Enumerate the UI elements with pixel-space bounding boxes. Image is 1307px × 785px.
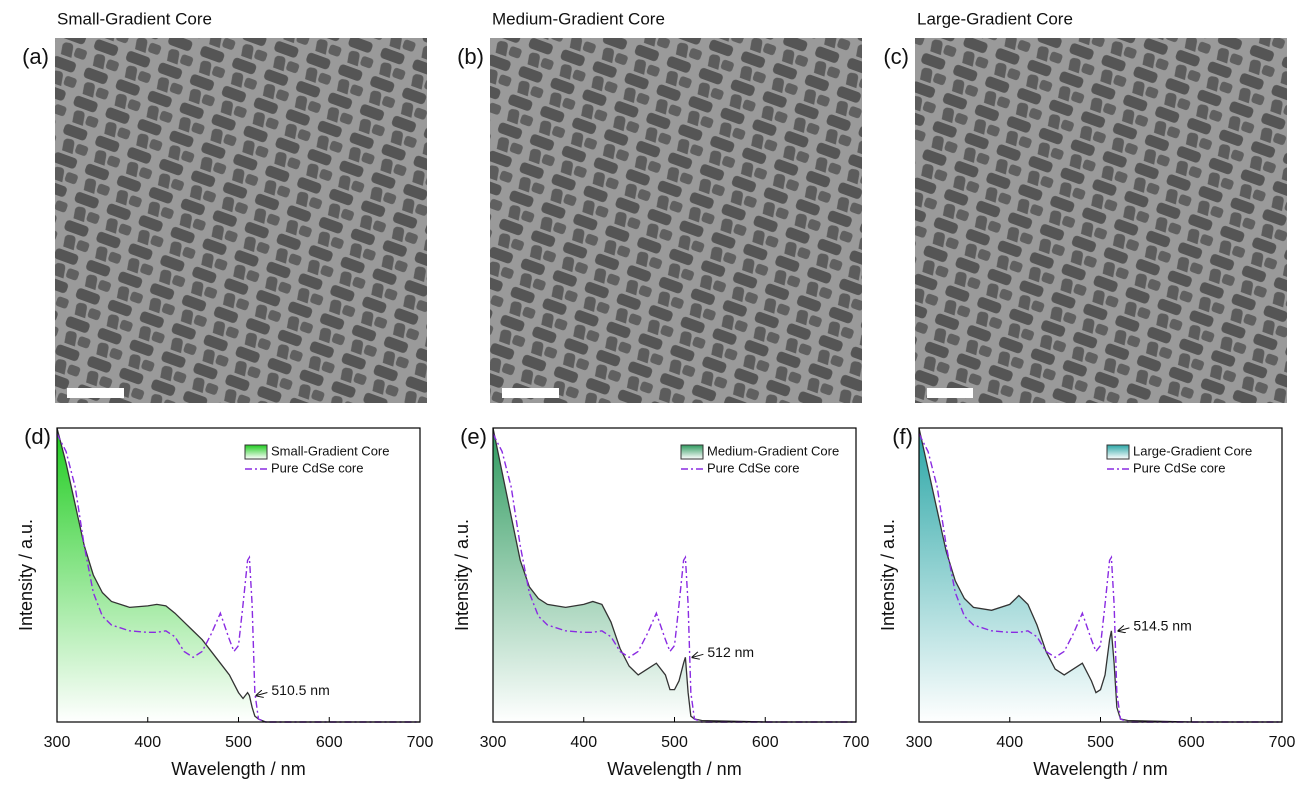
- legend-swatch: [244, 444, 268, 460]
- annotation-arrow: [256, 693, 268, 696]
- x-tick-label: 600: [1178, 734, 1205, 751]
- legend-swatch: [680, 444, 704, 460]
- series-line: [918, 427, 1282, 723]
- panel-label: (b): [457, 44, 484, 69]
- tem-image: [915, 38, 1287, 403]
- tem-image: [55, 38, 427, 403]
- annotation: 512 nm: [707, 644, 754, 660]
- legend-label: Medium-Gradient Core: [707, 443, 839, 458]
- legend-label: Small-Gradient Core: [271, 443, 390, 458]
- legend-label: Large-Gradient Core: [1133, 443, 1252, 458]
- scale-bar: [927, 388, 973, 398]
- area-fill: [57, 428, 420, 722]
- annotation-arrow: [692, 654, 704, 657]
- y-axis-label: Intensity / a.u.: [452, 519, 472, 631]
- x-tick-label: 400: [996, 734, 1023, 751]
- panel-label: (c): [883, 44, 909, 69]
- y-axis-label: Intensity / a.u.: [16, 519, 36, 631]
- x-tick-label: 500: [661, 734, 688, 751]
- tem-image: [490, 38, 862, 403]
- x-tick-label: 700: [407, 734, 434, 751]
- series-line: [492, 427, 856, 723]
- series-line: [918, 433, 1282, 723]
- x-tick-label: 400: [570, 734, 597, 751]
- legend-label: Pure CdSe core: [707, 460, 800, 475]
- series-line: [56, 427, 420, 723]
- annotation: 514.5 nm: [1133, 618, 1191, 634]
- area-fill: [919, 428, 1282, 722]
- x-axis-label: Wavelength / nm: [607, 759, 741, 779]
- panel-label: (d): [24, 424, 51, 449]
- x-tick-label: 500: [225, 734, 252, 751]
- scale-bar: [502, 388, 559, 398]
- panel-title: Large-Gradient Core: [917, 9, 1073, 28]
- panel-label: (f): [892, 424, 913, 449]
- panel-title: Medium-Gradient Core: [492, 9, 665, 28]
- legend-label: Pure CdSe core: [1133, 460, 1226, 475]
- legend-swatch: [1106, 444, 1130, 460]
- x-axis-label: Wavelength / nm: [171, 759, 305, 779]
- x-tick-label: 600: [316, 734, 343, 751]
- panel-label: (a): [22, 44, 49, 69]
- series-line: [492, 433, 856, 723]
- area-fill: [493, 428, 856, 722]
- scale-bar: [67, 388, 124, 398]
- x-axis-label: Wavelength / nm: [1033, 759, 1167, 779]
- series-line: [56, 433, 420, 723]
- panel-title: Small-Gradient Core: [57, 9, 212, 28]
- annotation-arrow: [1118, 628, 1130, 631]
- x-tick-label: 700: [1269, 734, 1296, 751]
- x-tick-label: 500: [1087, 734, 1114, 751]
- x-tick-label: 300: [480, 734, 507, 751]
- x-tick-label: 300: [44, 734, 71, 751]
- panel-label: (e): [460, 424, 487, 449]
- annotation: 510.5 nm: [271, 682, 329, 698]
- x-tick-label: 300: [906, 734, 933, 751]
- x-tick-label: 700: [843, 734, 870, 751]
- x-tick-label: 400: [134, 734, 161, 751]
- x-tick-label: 600: [752, 734, 779, 751]
- legend-label: Pure CdSe core: [271, 460, 364, 475]
- y-axis-label: Intensity / a.u.: [878, 519, 898, 631]
